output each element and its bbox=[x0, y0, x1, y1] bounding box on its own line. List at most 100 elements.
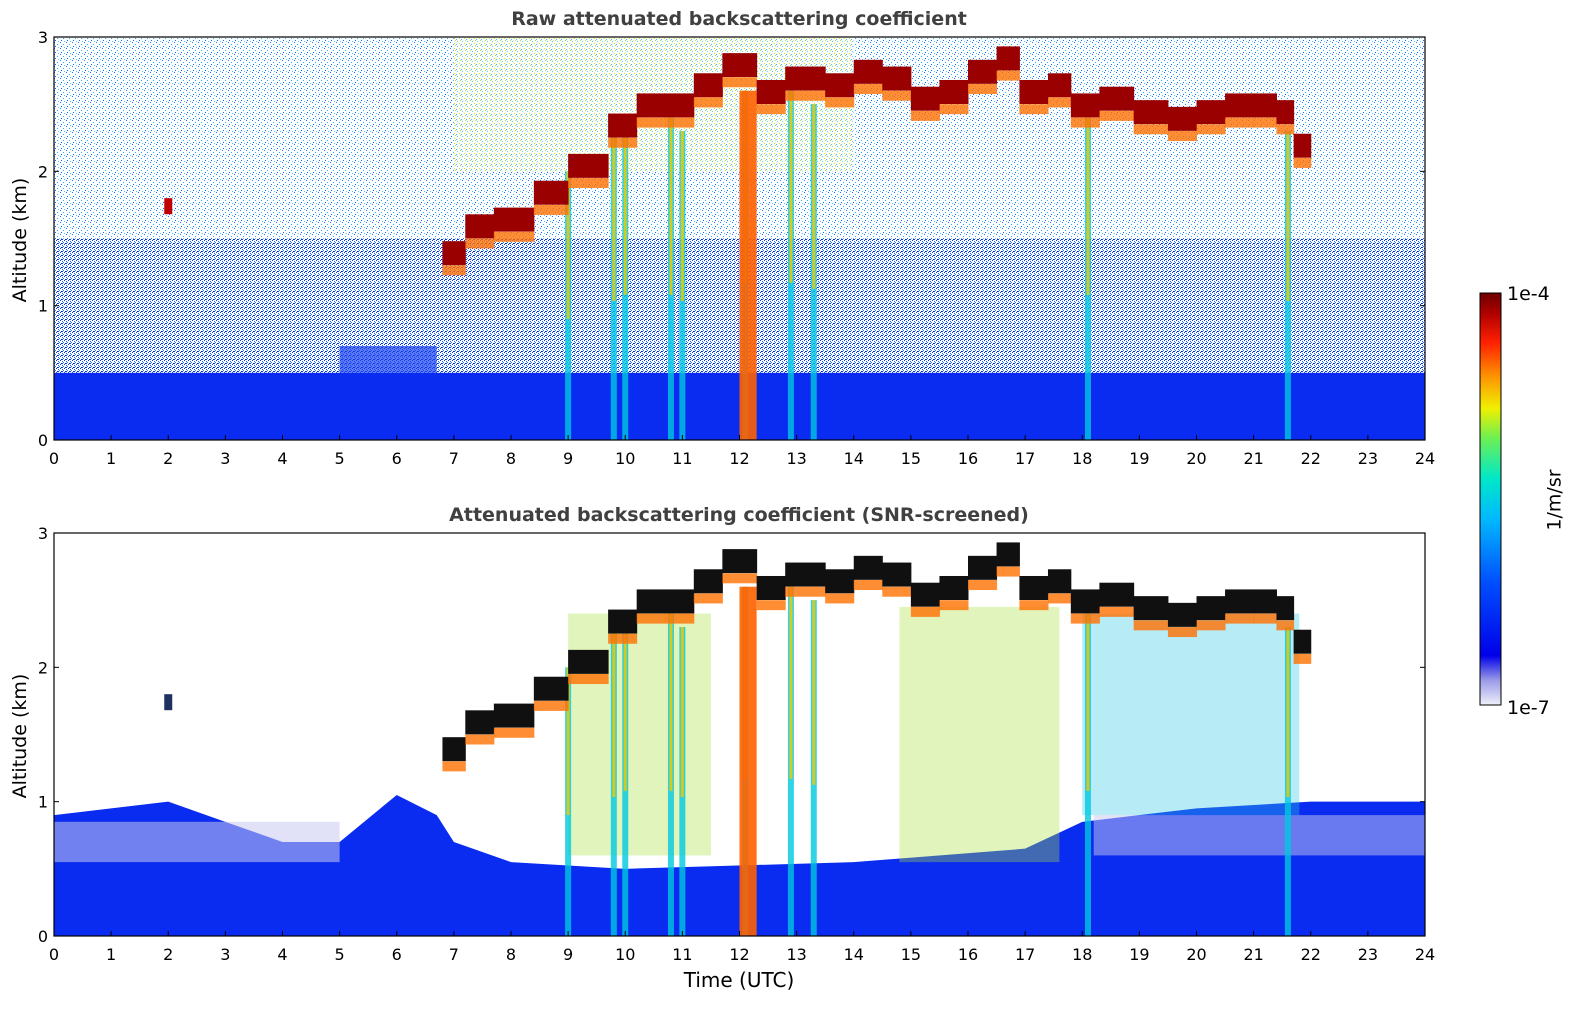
cloud-layer-segment bbox=[665, 93, 695, 118]
cloud-layer-segment bbox=[756, 79, 786, 104]
fall-streak-core bbox=[566, 667, 570, 816]
cloud-layer-segment bbox=[1047, 73, 1072, 98]
cloud-layer-segment bbox=[568, 153, 609, 178]
cloud-layer-segment bbox=[636, 93, 666, 118]
cloud-layer-segment bbox=[1099, 582, 1135, 607]
x-tick-label: 4 bbox=[277, 945, 287, 964]
raw-panel-ylabel: Altitude (km) bbox=[9, 177, 31, 303]
x-tick-label: 23 bbox=[1358, 449, 1378, 468]
cloud-layer-base bbox=[465, 238, 495, 249]
cloud-layer-segment bbox=[533, 180, 569, 205]
cloud-layer-segment bbox=[1167, 602, 1197, 627]
cloud-layer-base bbox=[465, 734, 495, 745]
fall-streak-core bbox=[1086, 613, 1090, 791]
cloud-layer-base bbox=[1225, 613, 1255, 624]
fall-streak-core bbox=[812, 600, 816, 785]
cloud-layer-segment bbox=[608, 609, 638, 634]
fall-streak-core bbox=[566, 171, 570, 320]
x-tick-label: 10 bbox=[615, 945, 635, 964]
x-tick-label: 15 bbox=[901, 449, 921, 468]
cloud-layer-base bbox=[996, 70, 1020, 81]
cloud-layer-base bbox=[756, 600, 786, 611]
cloud-layer-base bbox=[825, 593, 855, 604]
cloud-layer-segment bbox=[853, 555, 883, 580]
cloud-layer-segment bbox=[825, 569, 855, 594]
x-tick-label: 13 bbox=[786, 449, 806, 468]
x-tick-label: 19 bbox=[1129, 449, 1149, 468]
x-tick-label: 11 bbox=[672, 945, 692, 964]
cloud-layer-base bbox=[665, 117, 695, 128]
raw-boundary-layer-bump bbox=[339, 345, 437, 373]
x-tick-label: 21 bbox=[1243, 945, 1263, 964]
cloud-layer-segment bbox=[1047, 569, 1072, 594]
cloud-layer-base bbox=[608, 633, 638, 644]
cloud-layer-base bbox=[1225, 117, 1255, 128]
cloud-layer-segment bbox=[493, 703, 535, 728]
x-tick-label: 4 bbox=[277, 449, 287, 468]
screened-precip-region bbox=[899, 606, 1060, 863]
x-tick-label: 17 bbox=[1015, 449, 1035, 468]
cloud-layer-base bbox=[1196, 124, 1226, 135]
fall-streak-core bbox=[623, 117, 627, 295]
cloud-layer-segment bbox=[1253, 589, 1277, 614]
cloud-layer-segment bbox=[756, 575, 786, 600]
fall-streak-core bbox=[789, 90, 793, 283]
x-tick-label: 22 bbox=[1301, 945, 1321, 964]
cloud-layer-base bbox=[1276, 620, 1295, 631]
x-tick-label: 11 bbox=[672, 449, 692, 468]
cloud-layer-segment bbox=[665, 589, 695, 614]
screened-panel-axes: 0 1 2 3 4 5 6 7 8 9 10 11 12 13 14 15 16 17 18 19 20 21 22 23 24… bbox=[38, 524, 1435, 964]
cloud-layer-segment bbox=[1167, 106, 1197, 131]
cloud-layer-base bbox=[442, 761, 466, 772]
cloud-layer-base bbox=[1293, 157, 1312, 168]
x-tick-label: 18 bbox=[1072, 945, 1092, 964]
fall-streak-core bbox=[669, 613, 673, 791]
cloud-layer-segment bbox=[442, 241, 466, 266]
cloud-layer-segment bbox=[1070, 589, 1100, 614]
cloud-layer-base bbox=[568, 178, 609, 189]
cloud-layer-segment bbox=[693, 73, 723, 98]
cloud-layer-segment bbox=[1133, 100, 1169, 125]
x-tick-label: 6 bbox=[392, 945, 402, 964]
cloud-layer-base bbox=[636, 613, 666, 624]
cloud-layer-base bbox=[665, 613, 695, 624]
cloud-layer-segment bbox=[722, 549, 758, 574]
cloud-layer-segment bbox=[882, 66, 912, 91]
x-tick-label: 24 bbox=[1415, 449, 1435, 468]
cloud-layer-segment bbox=[996, 542, 1020, 567]
cloud-layer-base bbox=[493, 727, 535, 738]
x-tick-label: 8 bbox=[506, 945, 516, 964]
cloud-layer-segment bbox=[1253, 93, 1277, 118]
cloud-layer-segment bbox=[493, 207, 535, 232]
fall-streak-core bbox=[669, 117, 673, 295]
x-tick-label: 2 bbox=[163, 449, 173, 468]
cloud-layer-segment bbox=[693, 569, 723, 594]
x-tick-label: 14 bbox=[844, 945, 864, 964]
cloud-layer-segment bbox=[442, 737, 466, 762]
x-tick-label: 0 bbox=[49, 945, 59, 964]
screened-precip-region bbox=[1082, 613, 1300, 816]
y-tick-label: 1 bbox=[38, 793, 48, 812]
x-tick-label: 15 bbox=[901, 945, 921, 964]
cloud-layer-base bbox=[1019, 104, 1049, 115]
screened-weak-layer-right bbox=[1093, 815, 1425, 856]
y-tick-label: 2 bbox=[38, 658, 48, 677]
x-tick-label: 1 bbox=[106, 449, 116, 468]
cloud-layer-base bbox=[1070, 117, 1100, 128]
x-tick-label: 23 bbox=[1358, 945, 1378, 964]
cloud-layer-segment bbox=[1225, 93, 1255, 118]
x-tick-label: 14 bbox=[844, 449, 864, 468]
screened-backscatter-panel bbox=[54, 533, 1425, 936]
fall-streak-core bbox=[680, 131, 684, 301]
cloud-layer-base bbox=[1047, 593, 1072, 604]
x-tick-label: 0 bbox=[49, 449, 59, 468]
cloud-layer-segment bbox=[785, 562, 826, 587]
cloud-layer-segment bbox=[910, 86, 940, 111]
cloud-layer-base bbox=[442, 265, 466, 276]
fall-streak-core bbox=[680, 627, 684, 797]
cloud-layer-base bbox=[1167, 627, 1197, 638]
x-tick-label: 9 bbox=[563, 945, 573, 964]
cloud-layer-segment bbox=[608, 113, 638, 138]
cloud-layer-segment bbox=[1196, 100, 1226, 125]
cloud-layer-base bbox=[756, 104, 786, 115]
